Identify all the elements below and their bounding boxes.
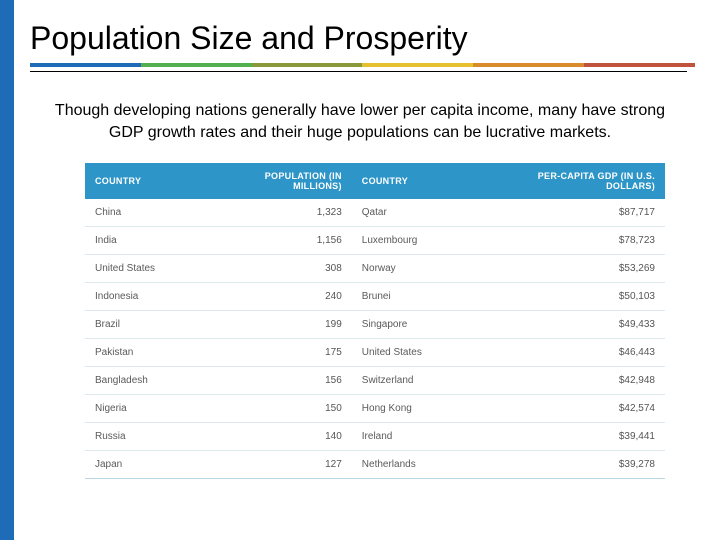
cell-population: 1,156 xyxy=(224,227,352,255)
cell-country2: Brunei xyxy=(352,283,503,311)
left-accent-bar xyxy=(0,0,14,540)
cell-country1: United States xyxy=(85,255,224,283)
cell-gdp: $46,443 xyxy=(503,339,665,367)
cell-country2: Ireland xyxy=(352,423,503,451)
cell-country2: Singapore xyxy=(352,311,503,339)
cell-country2: Hong Kong xyxy=(352,395,503,423)
cell-country1: China xyxy=(85,199,224,227)
cell-country2: Netherlands xyxy=(352,451,503,479)
data-table-wrapper: COUNTRY POPULATION (IN MILLIONS) COUNTRY… xyxy=(85,163,665,479)
col-header-population: POPULATION (IN MILLIONS) xyxy=(224,163,352,199)
population-gdp-table: COUNTRY POPULATION (IN MILLIONS) COUNTRY… xyxy=(85,163,665,478)
slide-content: Population Size and Prosperity Though de… xyxy=(30,0,720,479)
cell-population: 308 xyxy=(224,255,352,283)
cell-population: 156 xyxy=(224,367,352,395)
table-row: Japan127Netherlands$39,278 xyxy=(85,451,665,479)
cell-gdp: $53,269 xyxy=(503,255,665,283)
table-body: China1,323Qatar$87,717India1,156Luxembou… xyxy=(85,199,665,478)
cell-gdp: $39,278 xyxy=(503,451,665,479)
table-row: India1,156Luxembourg$78,723 xyxy=(85,227,665,255)
cell-country2: Qatar xyxy=(352,199,503,227)
cell-country2: United States xyxy=(352,339,503,367)
cell-population: 150 xyxy=(224,395,352,423)
table-row: Bangladesh156Switzerland$42,948 xyxy=(85,367,665,395)
table-row: Brazil199Singapore$49,433 xyxy=(85,311,665,339)
cell-country1: Japan xyxy=(85,451,224,479)
cell-country2: Switzerland xyxy=(352,367,503,395)
col-header-country1: COUNTRY xyxy=(85,163,224,199)
cell-country1: Russia xyxy=(85,423,224,451)
cell-country2: Norway xyxy=(352,255,503,283)
cell-population: 175 xyxy=(224,339,352,367)
col-header-country2: COUNTRY xyxy=(352,163,503,199)
cell-country1: India xyxy=(85,227,224,255)
page-title: Population Size and Prosperity xyxy=(30,20,720,63)
cell-gdp: $42,948 xyxy=(503,367,665,395)
cell-country1: Nigeria xyxy=(85,395,224,423)
col-header-gdp: PER-CAPITA GDP (IN U.S. DOLLARS) xyxy=(503,163,665,199)
cell-gdp: $42,574 xyxy=(503,395,665,423)
cell-population: 240 xyxy=(224,283,352,311)
title-underline xyxy=(30,71,687,72)
table-row: Russia140Ireland$39,441 xyxy=(85,423,665,451)
cell-country2: Luxembourg xyxy=(352,227,503,255)
cell-country1: Pakistan xyxy=(85,339,224,367)
subtitle-text: Though developing nations generally have… xyxy=(30,100,720,143)
cell-country1: Indonesia xyxy=(85,283,224,311)
cell-country1: Bangladesh xyxy=(85,367,224,395)
cell-country1: Brazil xyxy=(85,311,224,339)
cell-population: 140 xyxy=(224,423,352,451)
accent-line xyxy=(30,63,695,67)
cell-gdp: $87,717 xyxy=(503,199,665,227)
table-row: Indonesia240Brunei$50,103 xyxy=(85,283,665,311)
cell-gdp: $78,723 xyxy=(503,227,665,255)
table-row: Pakistan175United States$46,443 xyxy=(85,339,665,367)
cell-gdp: $39,441 xyxy=(503,423,665,451)
table-row: China1,323Qatar$87,717 xyxy=(85,199,665,227)
table-row: United States308Norway$53,269 xyxy=(85,255,665,283)
cell-gdp: $50,103 xyxy=(503,283,665,311)
cell-population: 1,323 xyxy=(224,199,352,227)
table-row: Nigeria150Hong Kong$42,574 xyxy=(85,395,665,423)
cell-population: 199 xyxy=(224,311,352,339)
table-header-row: COUNTRY POPULATION (IN MILLIONS) COUNTRY… xyxy=(85,163,665,199)
cell-gdp: $49,433 xyxy=(503,311,665,339)
cell-population: 127 xyxy=(224,451,352,479)
